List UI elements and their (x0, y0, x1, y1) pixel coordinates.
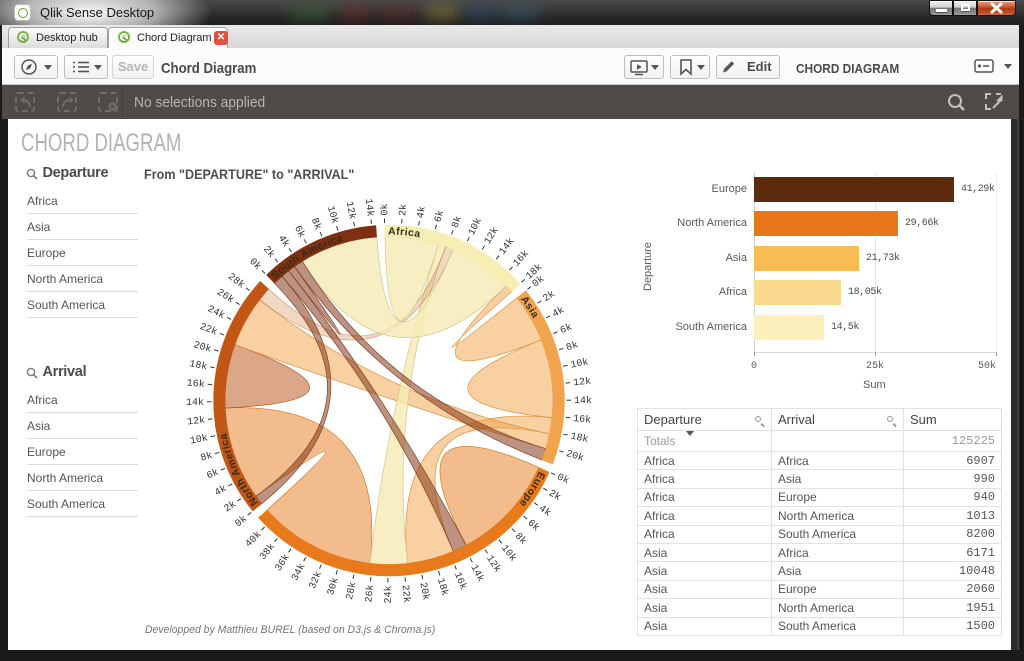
svg-text:14k: 14k (497, 236, 517, 258)
svg-text:2k: 2k (397, 204, 410, 217)
svg-text:20k: 20k (564, 448, 585, 465)
svg-text:r: r (321, 238, 329, 251)
svg-text:i: i (404, 226, 408, 238)
svg-text:r: r (221, 448, 234, 456)
svg-text:r: r (400, 226, 405, 238)
svg-text:e: e (315, 239, 325, 252)
svg-text:10k: 10k (466, 216, 485, 237)
svg-text:12k: 12k (483, 553, 503, 575)
svg-text:4k: 4k (536, 503, 553, 520)
svg-text:0k: 0k (555, 471, 571, 487)
svg-text:6k: 6k (291, 224, 307, 240)
svg-text:r: r (240, 486, 252, 496)
svg-text:a: a (413, 227, 421, 240)
svg-text:a: a (528, 309, 541, 320)
svg-text:38k: 38k (257, 541, 278, 563)
svg-text:10k: 10k (570, 356, 590, 371)
svg-text:0k: 0k (233, 513, 250, 530)
svg-text:A: A (388, 225, 396, 237)
svg-text:m: m (225, 457, 240, 470)
svg-text:e: e (223, 452, 236, 462)
svg-text:12k: 12k (482, 225, 502, 247)
svg-text:2k: 2k (222, 499, 239, 516)
svg-text:12k: 12k (343, 200, 358, 220)
svg-text:i: i (325, 236, 332, 248)
svg-text:2k: 2k (260, 244, 277, 261)
svg-text:20k: 20k (416, 581, 431, 601)
svg-text:2k: 2k (546, 488, 562, 504)
svg-text:t: t (286, 256, 296, 268)
svg-text:o: o (524, 486, 538, 498)
svg-text:4k: 4k (275, 233, 292, 250)
svg-text:14k: 14k (467, 563, 486, 585)
svg-text:18k: 18k (569, 431, 589, 446)
svg-text:u: u (530, 476, 544, 487)
svg-text:16k: 16k (186, 377, 205, 391)
svg-text:26k: 26k (363, 584, 377, 603)
svg-text:16k: 16k (511, 248, 532, 269)
svg-text:12k: 12k (573, 376, 592, 390)
svg-text:h: h (234, 476, 248, 487)
svg-text:0k: 0k (530, 273, 547, 290)
svg-text:8k: 8k (565, 339, 580, 354)
svg-text:36k: 36k (273, 552, 293, 574)
svg-text:34k: 34k (289, 562, 308, 584)
svg-text:40k: 40k (243, 529, 264, 550)
svg-text:28k: 28k (344, 581, 359, 601)
svg-text:14k: 14k (574, 395, 592, 407)
svg-text:s: s (523, 301, 536, 313)
svg-text:c: c (219, 438, 232, 447)
svg-text:a: a (217, 432, 230, 440)
svg-text:30k: 30k (325, 576, 342, 597)
svg-text:4k: 4k (213, 483, 229, 499)
svg-text:22k: 22k (399, 584, 413, 603)
svg-text:E: E (533, 470, 547, 482)
svg-text:22k: 22k (198, 321, 219, 339)
svg-text:8k: 8k (512, 531, 529, 548)
svg-text:2k: 2k (541, 288, 558, 305)
svg-text:8k: 8k (450, 214, 465, 229)
svg-text:h: h (290, 253, 302, 267)
svg-text:t: t (237, 482, 249, 492)
svg-text:4k: 4k (550, 304, 566, 320)
svg-text:24k: 24k (205, 303, 227, 322)
svg-text:18k: 18k (434, 577, 451, 598)
svg-text:6k: 6k (432, 209, 447, 224)
svg-text:16k: 16k (451, 571, 469, 592)
svg-text:14k: 14k (362, 198, 376, 217)
svg-text:6k: 6k (205, 467, 221, 483)
svg-text:4k: 4k (415, 205, 429, 219)
svg-text:26k: 26k (214, 287, 236, 307)
svg-text:r: r (528, 482, 540, 492)
svg-text:14k: 14k (186, 397, 204, 409)
svg-text:c: c (329, 234, 339, 247)
svg-text:0k: 0k (246, 256, 263, 273)
svg-text:6k: 6k (525, 517, 542, 534)
svg-text:i: i (526, 306, 538, 315)
svg-text:16k: 16k (573, 413, 592, 427)
svg-text:20k: 20k (192, 339, 213, 356)
svg-text:0k: 0k (379, 203, 391, 215)
svg-text:a: a (335, 232, 344, 245)
svg-text:i: i (220, 444, 232, 450)
svg-text:32k: 32k (307, 570, 325, 591)
svg-text:18k: 18k (188, 358, 208, 373)
svg-text:8k: 8k (199, 450, 214, 465)
svg-text:24k: 24k (383, 585, 395, 603)
svg-text:28k: 28k (225, 271, 247, 292)
svg-text:6k: 6k (558, 321, 574, 337)
svg-text:12k: 12k (187, 415, 206, 429)
svg-text:10k: 10k (498, 543, 519, 565)
svg-text:f: f (396, 226, 401, 238)
svg-text:8k: 8k (308, 216, 324, 232)
svg-text:c: c (407, 227, 415, 240)
svg-text:10k: 10k (189, 432, 209, 447)
svg-text:10k: 10k (324, 205, 341, 226)
